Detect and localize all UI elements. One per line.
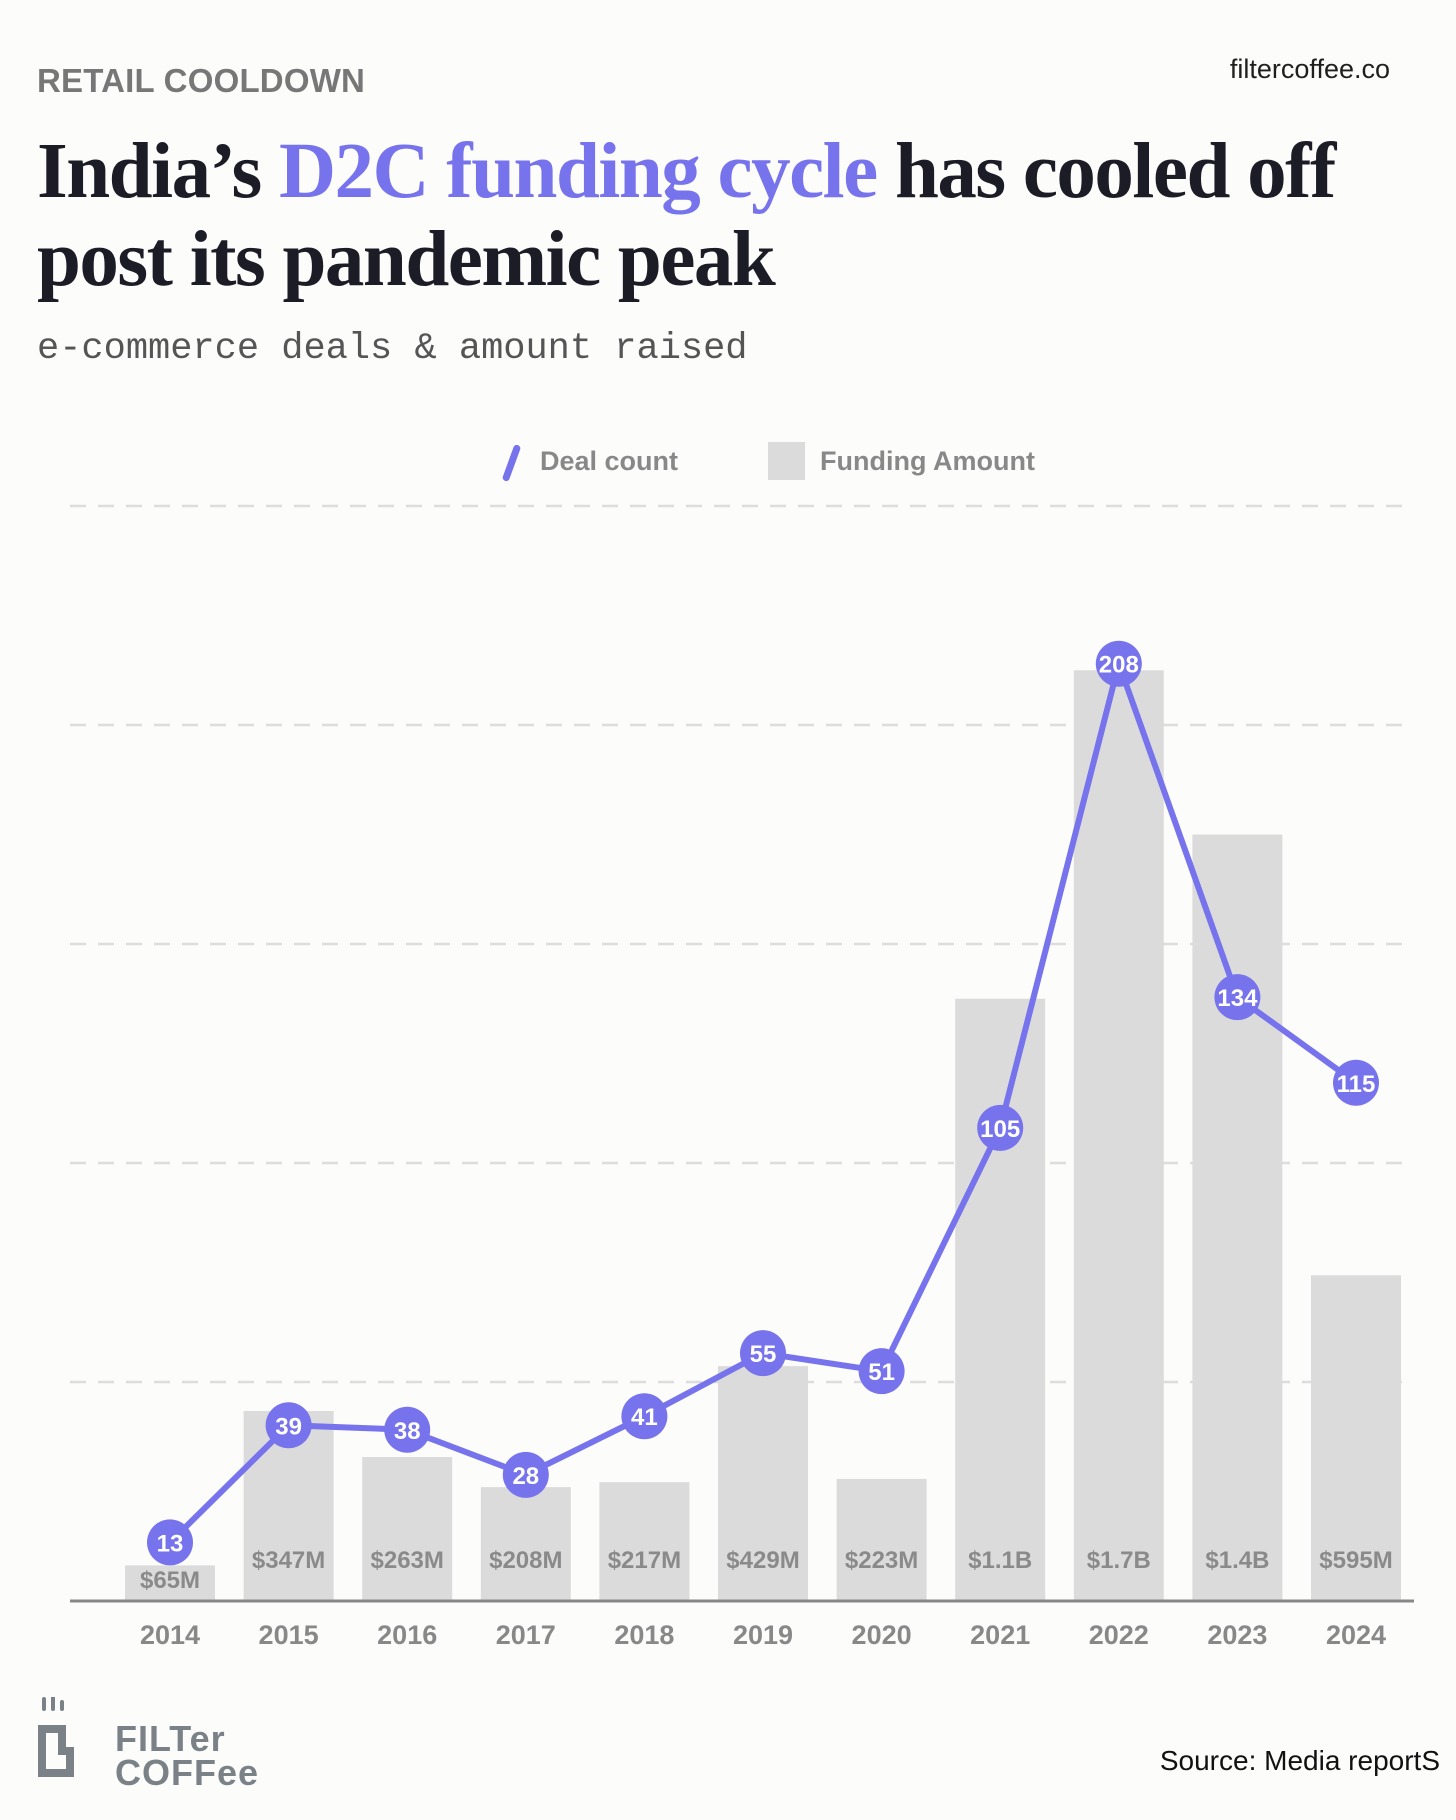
logo-text: FILTer COFFee: [115, 1718, 260, 1793]
funding-label: $429M: [726, 1547, 799, 1574]
deal-count-point: [1095, 640, 1142, 687]
deal-count-point: [265, 1402, 312, 1449]
x-tick-label: 2017: [496, 1620, 556, 1650]
deal-count-point: [147, 1519, 193, 1566]
x-tick-label: 2021: [970, 1620, 1030, 1650]
chart: $65M 2014 $347M 2015 $263M 2016 $208M 2017 $217M…: [70, 504, 1414, 1650]
funding-label: $65M: [140, 1567, 200, 1594]
x-tick-label: 2024: [1326, 1620, 1386, 1650]
funding-bar: [1192, 834, 1283, 1601]
funding-bar: [125, 1565, 215, 1601]
deal-count-label: 41: [631, 1404, 658, 1431]
deal-count-point: [740, 1330, 786, 1377]
chart-subtitle: e-commerce deals & amount raised: [37, 328, 748, 370]
kicker: RETAIL COOLDOWN: [37, 62, 366, 99]
funding-bar: [1073, 670, 1164, 1601]
funding-bar: [718, 1366, 808, 1601]
legend-bar-swatch-icon: [768, 442, 805, 480]
title-pre: India’s: [37, 128, 279, 215]
x-tick-label: 2016: [377, 1620, 437, 1650]
funding-bar: [836, 1478, 927, 1601]
deal-count-point: [977, 1104, 1024, 1151]
funding-bar: [480, 1487, 571, 1601]
deal-count-label: 51: [868, 1359, 895, 1386]
legend: Deal count Funding Amount: [0, 440, 1456, 484]
deal-count-label: 134: [1217, 985, 1258, 1012]
deal-count-label: 39: [275, 1413, 302, 1440]
source-note: Source: Media reportS: [1159, 1745, 1440, 1776]
deal-count-label: 115: [1337, 1071, 1376, 1098]
x-tick-label: 2023: [1207, 1620, 1267, 1650]
x-tick-label: 2014: [140, 1620, 200, 1650]
deal-count-label: 55: [750, 1341, 777, 1368]
deal-count-point: [1333, 1059, 1379, 1106]
title-post: has cooled off post its pandemic peak: [37, 128, 1336, 303]
funding-bar: [599, 1482, 690, 1601]
x-tick-label: 2019: [733, 1620, 793, 1650]
funding-label: $208M: [489, 1547, 562, 1574]
deal-count-point: [502, 1451, 549, 1498]
logo-line-2: COFFee: [115, 1752, 260, 1793]
x-tick-label: 2018: [614, 1620, 674, 1650]
x-tick-label: 2022: [1089, 1620, 1149, 1650]
funding-label: $1.1B: [968, 1547, 1032, 1574]
title-highlight: D2C funding cycle: [278, 128, 878, 215]
deal-count-point: [621, 1393, 668, 1440]
deal-count-label: 38: [394, 1418, 421, 1445]
funding-label: $223M: [845, 1547, 918, 1574]
deal-count-label: 105: [980, 1116, 1020, 1143]
funding-label: $595M: [1319, 1547, 1392, 1574]
funding-bar: [362, 1457, 453, 1601]
funding-label: $263M: [371, 1547, 444, 1574]
site-url[interactable]: filtercoffee.co: [1229, 54, 1390, 84]
filter-coffee-logo-icon: [38, 1697, 74, 1777]
funding-label: $1.7B: [1087, 1547, 1151, 1574]
chart-title: India’s D2C funding cycle has cooled off…: [37, 128, 1456, 304]
deal-count-point: [1214, 974, 1261, 1021]
funding-label: $347M: [252, 1547, 325, 1574]
logo-line-1: FILTer: [115, 1718, 226, 1759]
deal-count-label: 208: [1099, 652, 1139, 679]
deal-count-label: 13: [157, 1530, 184, 1557]
x-tick-label: 2015: [259, 1620, 319, 1650]
funding-label: $1.4B: [1205, 1547, 1269, 1574]
funding-bar: [1311, 1275, 1401, 1601]
funding-bar: [955, 998, 1046, 1601]
deal-count-point: [384, 1406, 431, 1453]
legend-deal-count: Deal count: [540, 446, 679, 476]
funding-label: $217M: [608, 1547, 681, 1574]
legend-funding-amount: Funding Amount: [820, 446, 1035, 476]
x-tick-label: 2020: [852, 1620, 912, 1650]
deal-count-label: 28: [512, 1463, 539, 1490]
deal-count-point: [858, 1348, 905, 1395]
